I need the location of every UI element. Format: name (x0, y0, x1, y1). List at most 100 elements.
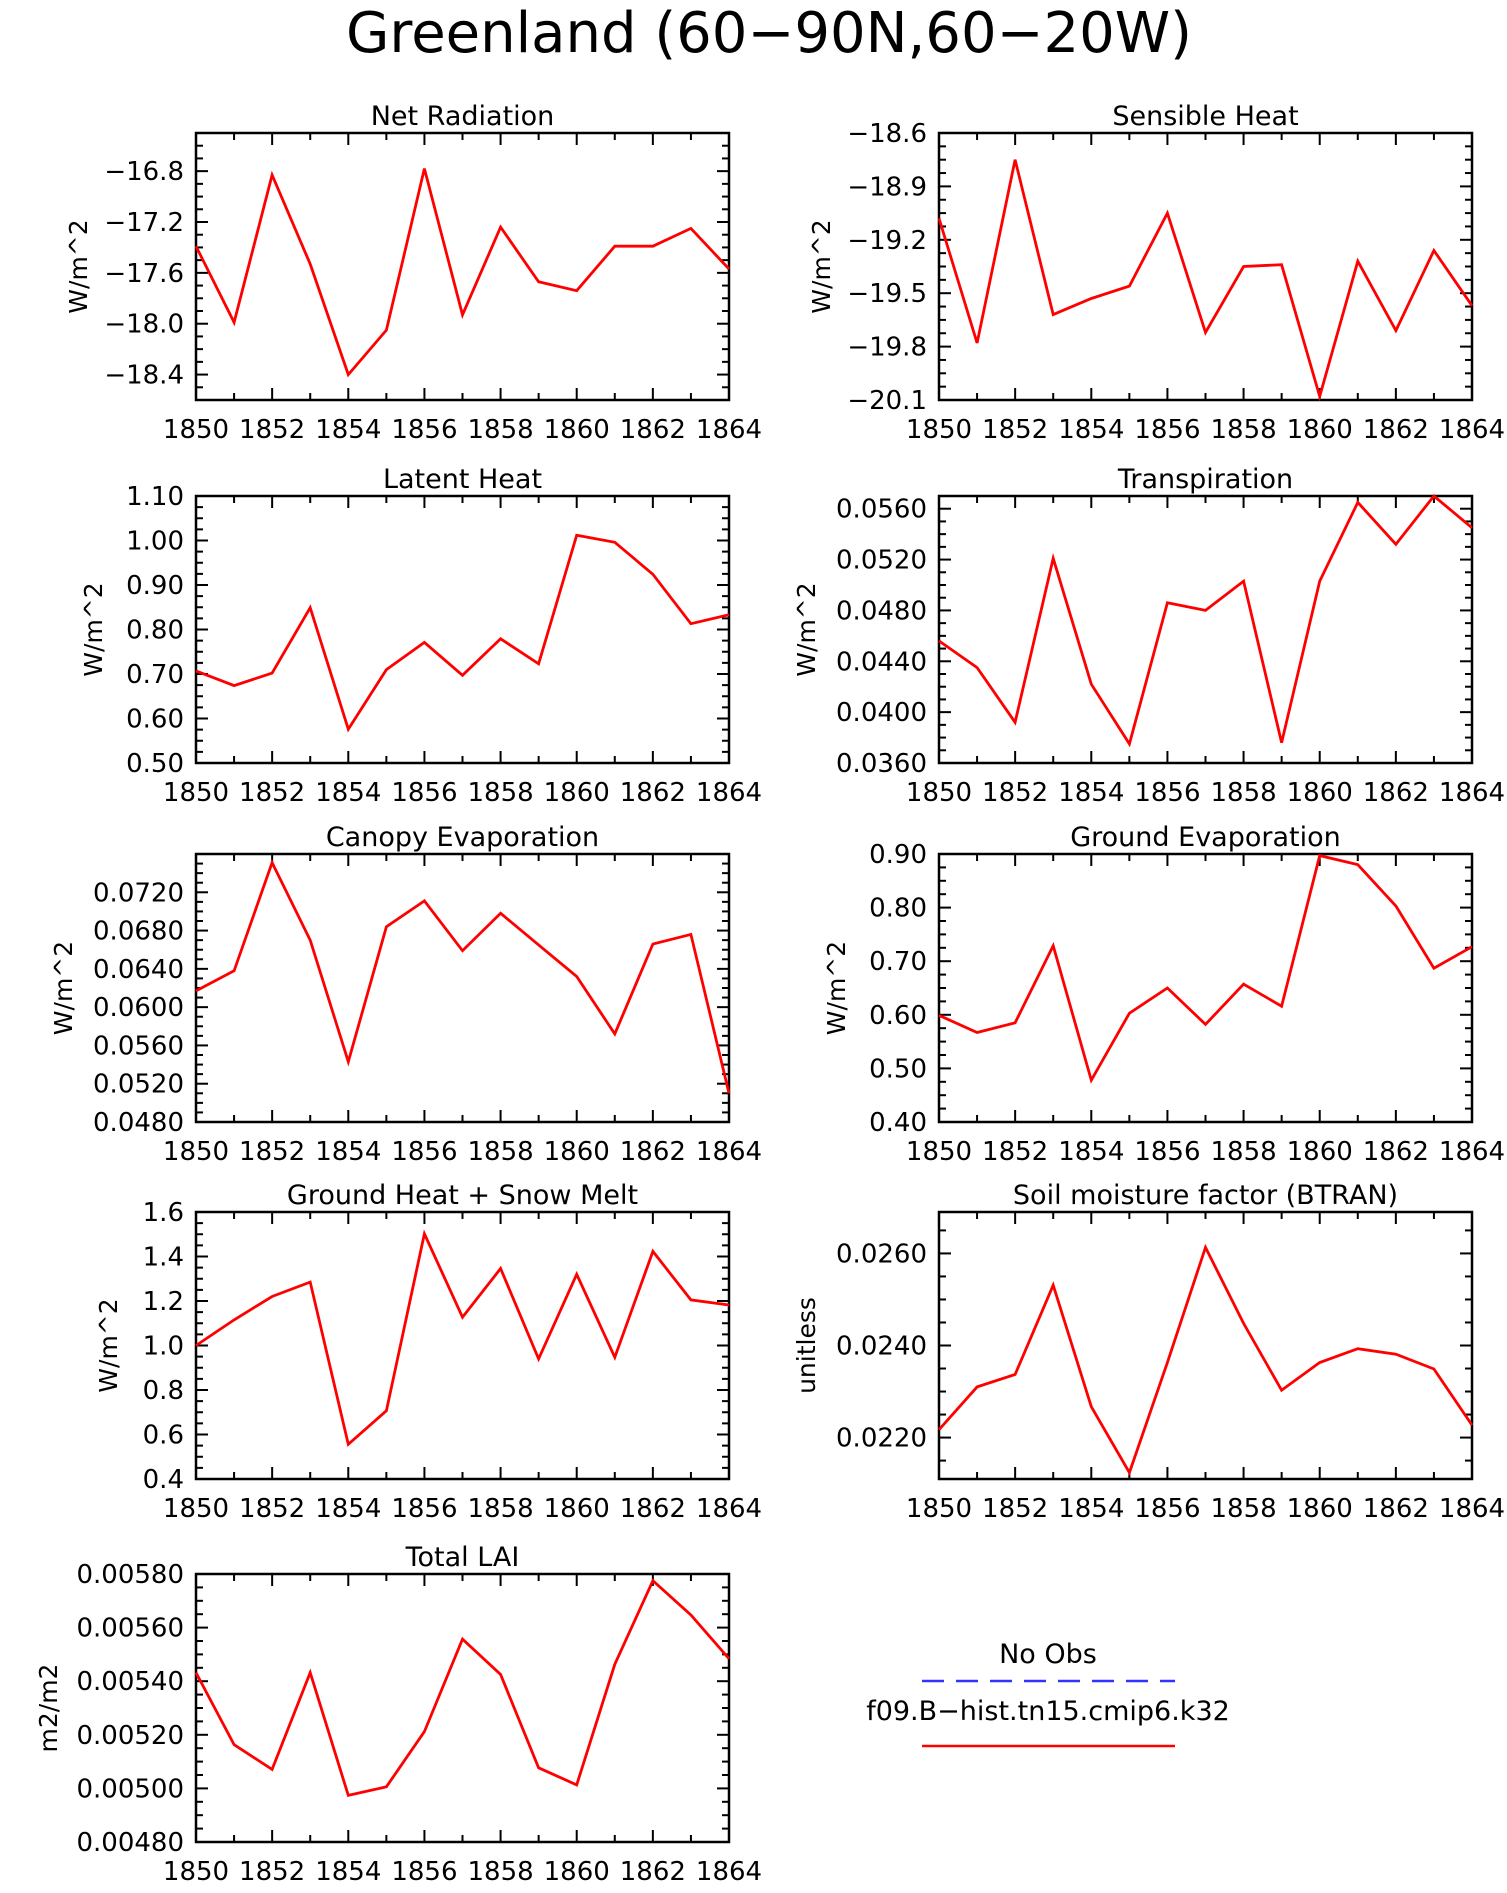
x-tick-label: 1858 (467, 1857, 533, 1887)
y-tick-label: −18.0 (104, 310, 184, 340)
y-tick-label: −19.8 (847, 333, 927, 363)
x-tick-label: 1856 (1134, 1137, 1200, 1167)
panel-title: Transpiration (1117, 464, 1293, 495)
y-tick-label: 0.0240 (836, 1332, 927, 1362)
series-line (195, 858, 731, 1094)
x-tick-label: 1856 (391, 1494, 457, 1524)
x-tick-label: 1850 (163, 1494, 229, 1524)
x-tick-label: 1854 (1058, 1137, 1124, 1167)
series-line (194, 1578, 731, 1798)
y-tick-label: 0.80 (869, 894, 927, 924)
y-tick-label: 1.6 (143, 1198, 184, 1228)
x-tick-label: 1854 (315, 778, 381, 808)
y-tick-label: 0.70 (869, 947, 927, 977)
x-tick-label: 1852 (239, 1137, 305, 1167)
y-tick-label: 0.80 (126, 616, 184, 646)
y-tick-label: 1.10 (126, 482, 184, 512)
panel-title: Ground Evaporation (1070, 822, 1341, 853)
x-tick-label: 1864 (696, 1494, 762, 1524)
panel-ground-heat-snow-melt: 1850 1852 1854 1856 1858 1860 1862 1864 0.4 0.6 0.… (94, 1180, 762, 1524)
panel-sensible-heat: 1850 1852 1854 1856 1858 1860 1862 1864 −18.6 −18… (807, 101, 1505, 445)
x-tick-label: 1858 (1210, 415, 1276, 445)
x-tick-label: 1858 (467, 1137, 533, 1167)
plot-frame (194, 1210, 731, 1481)
y-tick-label: 0.90 (869, 840, 927, 870)
x-tick-label: 1860 (1287, 415, 1353, 445)
y-tick-label: 0.00520 (76, 1721, 184, 1751)
x-tick-label: 1860 (544, 778, 610, 808)
x-tick-label: 1850 (163, 1857, 229, 1887)
x-tick-label: 1852 (982, 1494, 1048, 1524)
y-tick-label: 0.00540 (76, 1667, 184, 1697)
x-tick-label: 1862 (620, 1494, 686, 1524)
x-tick-label: 1854 (315, 415, 381, 445)
y-tick-label: 0.0440 (836, 647, 927, 677)
panel-ground-evaporation: 1850 1852 1854 1856 1858 1860 1862 1864 0.40 0.50… (822, 822, 1505, 1167)
y-tick-label: 0.90 (126, 571, 184, 601)
x-tick-label: 1850 (163, 415, 229, 445)
x-tick-label: 1852 (982, 1137, 1048, 1167)
y-tick-label: 1.4 (143, 1243, 184, 1273)
y-tick-label: −18.6 (847, 119, 927, 149)
x-tick-label: 1850 (906, 778, 972, 808)
x-tick-label: 1856 (391, 778, 457, 808)
x-tick-label: 1854 (1058, 415, 1124, 445)
y-tick-label: 0.00580 (76, 1560, 184, 1590)
plot-frame (194, 131, 731, 402)
x-tick-label: 1852 (239, 1494, 305, 1524)
y-tick-label: 0.0520 (93, 1070, 184, 1100)
y-axis-label: W/m^2 (822, 941, 851, 1035)
x-tick-label: 1864 (1439, 415, 1505, 445)
series-line (937, 159, 1474, 402)
plot-frame (937, 852, 1474, 1124)
y-tick-label: −19.2 (847, 226, 927, 256)
y-tick-label: −17.6 (104, 259, 184, 289)
panel-title: Net Radiation (371, 101, 555, 132)
y-tick-label: 0.0220 (836, 1424, 927, 1454)
y-tick-label: 0.0600 (93, 993, 184, 1023)
x-tick-label: 1858 (1210, 1494, 1276, 1524)
x-tick-label: 1856 (1134, 1494, 1200, 1524)
x-tick-label: 1852 (239, 778, 305, 808)
y-tick-label: 0.40 (869, 1108, 927, 1138)
series-line (938, 494, 1473, 748)
y-tick-label: 0.0560 (836, 495, 927, 525)
legend: No Obs f09.B−hist.tn15.cmip6.k32 (866, 1639, 1230, 1748)
y-tick-label: 0.0260 (836, 1239, 927, 1269)
x-tick-label: 1852 (982, 415, 1048, 445)
x-tick-label: 1858 (1210, 778, 1276, 808)
y-tick-label: 0.6 (143, 1421, 184, 1451)
x-tick-label: 1850 (906, 1137, 972, 1167)
y-tick-label: −20.1 (847, 386, 927, 416)
x-tick-label: 1864 (696, 1137, 762, 1167)
x-tick-label: 1850 (163, 778, 229, 808)
plot-frame (937, 1210, 1474, 1481)
x-tick-label: 1862 (1363, 1494, 1429, 1524)
x-tick-label: 1860 (1287, 1494, 1353, 1524)
panel-soil-moisture-factor-btran: 1850 1852 1854 1856 1858 1860 1862 1864 0.0220 0.… (792, 1180, 1505, 1524)
y-axis-label: W/m^2 (807, 219, 836, 313)
y-tick-label: 0.0720 (93, 878, 184, 908)
x-tick-label: 1854 (315, 1137, 381, 1167)
series-line (938, 853, 1473, 1084)
y-axis-label: W/m^2 (64, 219, 93, 313)
x-tick-label: 1854 (1058, 778, 1124, 808)
y-tick-label: −18.4 (104, 361, 184, 391)
y-tick-label: 0.0480 (93, 1108, 184, 1138)
y-tick-label: 0.0520 (836, 546, 927, 576)
y-tick-label: 0.4 (143, 1465, 184, 1495)
y-tick-label: 1.2 (143, 1287, 184, 1317)
x-tick-label: 1856 (391, 1857, 457, 1887)
x-tick-label: 1850 (906, 1494, 972, 1524)
panel-latent-heat: 1850 1852 1854 1856 1858 1860 1862 1864 0.50 0.60… (79, 464, 762, 808)
legend-label-no-obs: No Obs (999, 1639, 1097, 1670)
panel-title: Ground Heat + Snow Melt (287, 1180, 638, 1211)
x-tick-label: 1864 (696, 1857, 762, 1887)
figure-title: Greenland (60−90N,60−20W) (346, 1, 1192, 66)
x-tick-label: 1854 (315, 1857, 381, 1887)
x-tick-label: 1856 (391, 1137, 457, 1167)
panel-title: Total LAI (405, 1542, 520, 1573)
x-tick-label: 1852 (239, 415, 305, 445)
x-tick-label: 1860 (544, 1494, 610, 1524)
x-tick-label: 1862 (1363, 778, 1429, 808)
